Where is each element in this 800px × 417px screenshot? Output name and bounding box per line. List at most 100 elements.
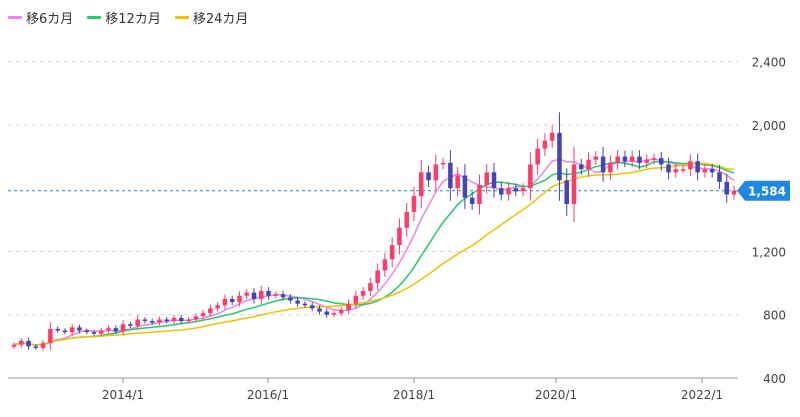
candle-body bbox=[48, 328, 53, 344]
candle-body bbox=[331, 313, 337, 315]
candle-body bbox=[688, 161, 693, 170]
candle-body bbox=[513, 188, 519, 192]
candle-body bbox=[273, 294, 279, 296]
candle-body bbox=[368, 283, 373, 291]
candle-body bbox=[382, 259, 388, 271]
candle-body bbox=[659, 158, 664, 165]
candle-body bbox=[433, 164, 439, 181]
legend-label-ma12: 移12カ月 bbox=[105, 12, 161, 27]
candle-body bbox=[353, 295, 359, 304]
candle-body bbox=[120, 324, 126, 332]
x-tick-label: 2020/1 bbox=[535, 388, 577, 402]
candle-body bbox=[549, 132, 555, 141]
candle-body bbox=[571, 164, 577, 204]
candle-body bbox=[695, 161, 700, 173]
candle-body bbox=[462, 175, 468, 198]
candle-body bbox=[295, 300, 300, 304]
candle-body bbox=[557, 132, 562, 181]
candle-body bbox=[266, 291, 271, 296]
candle-body bbox=[615, 156, 620, 163]
candle-body bbox=[637, 156, 642, 163]
candle-body bbox=[520, 188, 526, 192]
legend-item-ma6[interactable]: 移6カ月 bbox=[8, 8, 73, 27]
candle-body bbox=[99, 330, 104, 334]
candle-body bbox=[709, 169, 715, 173]
candle-body bbox=[600, 156, 606, 173]
legend-swatch-ma6 bbox=[8, 16, 22, 19]
y-tick-label: 400 bbox=[763, 372, 786, 386]
candle-body bbox=[680, 169, 686, 171]
candle-body bbox=[411, 196, 417, 212]
candle-body bbox=[455, 175, 460, 189]
candle-body bbox=[528, 164, 533, 189]
candle-body bbox=[302, 303, 308, 306]
candle-body bbox=[215, 305, 220, 309]
candle-body bbox=[113, 328, 119, 332]
candle-body bbox=[702, 169, 708, 173]
candle-body bbox=[346, 303, 351, 310]
candle-body bbox=[208, 308, 213, 314]
candle-body bbox=[419, 172, 424, 197]
candle-body bbox=[426, 172, 431, 181]
ma12-line bbox=[13, 160, 735, 346]
candle-body bbox=[651, 158, 657, 160]
candle-body bbox=[317, 308, 322, 312]
candle-body bbox=[179, 317, 184, 322]
candle-body bbox=[69, 327, 75, 333]
candle-body bbox=[259, 291, 264, 299]
candle-body bbox=[229, 298, 235, 303]
candle-body bbox=[171, 317, 177, 322]
candle-body bbox=[164, 319, 169, 322]
candle-body bbox=[731, 190, 737, 195]
candle-body bbox=[26, 340, 31, 347]
x-tick-labels: 2014/1 2016/1 2018/1 2020/1 2022/1 bbox=[102, 378, 723, 402]
candle-body bbox=[157, 319, 162, 323]
candle-body bbox=[629, 156, 635, 162]
legend-swatch-ma12 bbox=[87, 16, 102, 19]
candle-body bbox=[673, 169, 679, 173]
candle-body bbox=[40, 343, 46, 348]
y-tick-label: 1,200 bbox=[752, 245, 786, 259]
candle-body bbox=[506, 188, 511, 195]
candle-body bbox=[717, 172, 722, 182]
candle-body bbox=[62, 330, 68, 333]
candle-body bbox=[542, 140, 548, 149]
candle-body bbox=[579, 164, 584, 170]
candle-body bbox=[149, 321, 155, 323]
candle-body bbox=[200, 313, 206, 317]
candle-body bbox=[324, 311, 329, 315]
x-tick-label: 2016/1 bbox=[247, 388, 289, 402]
candles bbox=[11, 112, 737, 352]
current-price-tag: 1,584 bbox=[737, 180, 790, 201]
current-price-tag-shape bbox=[737, 180, 790, 201]
candle-body bbox=[389, 245, 395, 260]
candle-body bbox=[499, 188, 504, 195]
moving-average-lines bbox=[13, 158, 735, 346]
candle-body bbox=[666, 164, 671, 173]
candle-body bbox=[491, 172, 497, 189]
ma24-line bbox=[13, 162, 735, 346]
legend: 移6カ月 移12カ月 移24カ月 bbox=[8, 8, 248, 27]
candle-body bbox=[288, 297, 293, 301]
candle-body bbox=[622, 156, 628, 162]
candle-body bbox=[535, 148, 540, 165]
candle-body bbox=[484, 172, 489, 186]
candle-body bbox=[339, 309, 344, 314]
candle-body bbox=[404, 211, 409, 228]
x-tick-label: 2014/1 bbox=[102, 388, 144, 402]
candle-body bbox=[11, 344, 17, 347]
candle-body bbox=[477, 185, 482, 204]
candle-body bbox=[360, 291, 366, 296]
x-tick-label: 2022/1 bbox=[681, 388, 723, 402]
candle-body bbox=[128, 324, 133, 326]
legend-label-ma6: 移6カ月 bbox=[26, 12, 74, 27]
candle-body bbox=[644, 159, 649, 163]
candle-body bbox=[251, 292, 257, 299]
legend-item-ma24[interactable]: 移24カ月 bbox=[174, 8, 248, 27]
legend-item-ma12[interactable]: 移12カ月 bbox=[87, 8, 161, 27]
candle-body bbox=[222, 298, 228, 306]
candle-body bbox=[19, 340, 24, 345]
candle-body bbox=[724, 181, 729, 195]
candle-body bbox=[586, 159, 591, 170]
